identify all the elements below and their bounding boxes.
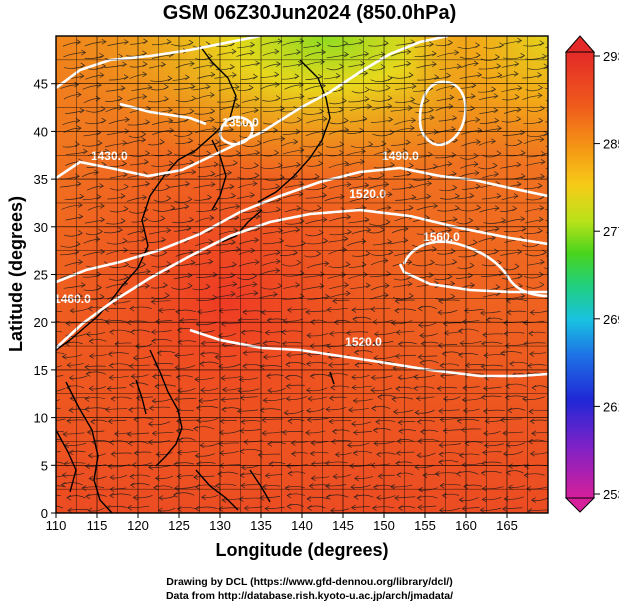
coastlines	[56, 45, 335, 513]
y-axis: 0 5 10 15 20 25 30 35 40 45	[34, 77, 56, 521]
y-tick-label: 0	[41, 506, 48, 521]
colorbar-scale	[565, 51, 595, 499]
colorbar-tick-label: 293	[603, 49, 619, 64]
colorbar: 293 285 277 269 261 253	[564, 35, 619, 513]
y-axis-label: Latitude (degrees)	[6, 196, 26, 352]
colorbar-tick-label: 269	[603, 312, 619, 327]
colorbar-bottom-arrow	[564, 497, 596, 513]
x-axis: 110 115 120 125 130 135 140 145 150 155 160 165	[46, 513, 518, 533]
y-tick-label: 30	[34, 220, 48, 235]
contour-label: 1560.0	[423, 230, 460, 244]
x-tick-label: 130	[209, 518, 231, 533]
colorbar-top-arrow	[564, 35, 596, 53]
y-tick-label: 45	[34, 77, 48, 92]
map-grid	[55, 36, 548, 514]
x-tick-label: 120	[127, 518, 149, 533]
x-tick-label: 125	[168, 518, 190, 533]
x-tick-label: 135	[250, 518, 272, 533]
x-axis-label: Longitude (degrees)	[215, 540, 388, 560]
colorbar-tick-label: 277	[603, 224, 619, 239]
height-contours	[56, 36, 548, 378]
colorbar-tick-label: 261	[603, 399, 619, 414]
x-tick-label: 165	[496, 518, 518, 533]
colorbar-tick-label: 285	[603, 137, 619, 152]
contour-label: 1460.0	[54, 292, 91, 306]
contour-label: 1490.0	[382, 149, 419, 163]
credit-drawing: Drawing by DCL (https://www.gfd-dennou.o…	[166, 576, 453, 588]
chart-title: GSM 06Z30Jun2024 (850.0hPa)	[162, 2, 457, 24]
y-tick-label: 15	[34, 363, 48, 378]
x-tick-label: 110	[46, 518, 67, 533]
x-tick-label: 150	[373, 518, 395, 533]
y-tick-label: 40	[34, 124, 48, 139]
x-tick-label: 145	[332, 518, 354, 533]
contour-label: 1430.0	[91, 149, 128, 163]
y-tick-label: 10	[34, 411, 48, 426]
contour-label: 1520.0	[349, 187, 386, 201]
y-tick-label: 35	[34, 172, 48, 187]
colorbar-tick-label: 253	[603, 487, 619, 502]
y-tick-label: 20	[34, 315, 48, 330]
x-tick-label: 155	[414, 518, 436, 533]
wind-streamlines	[56, 37, 548, 513]
x-tick-label: 140	[291, 518, 313, 533]
y-tick-label: 25	[34, 268, 48, 283]
x-tick-label: 115	[87, 518, 108, 533]
credit-data: Data from http://database.rish.kyoto-u.a…	[165, 590, 454, 602]
y-tick-label: 5	[41, 458, 48, 473]
x-tick-label: 160	[455, 518, 477, 533]
